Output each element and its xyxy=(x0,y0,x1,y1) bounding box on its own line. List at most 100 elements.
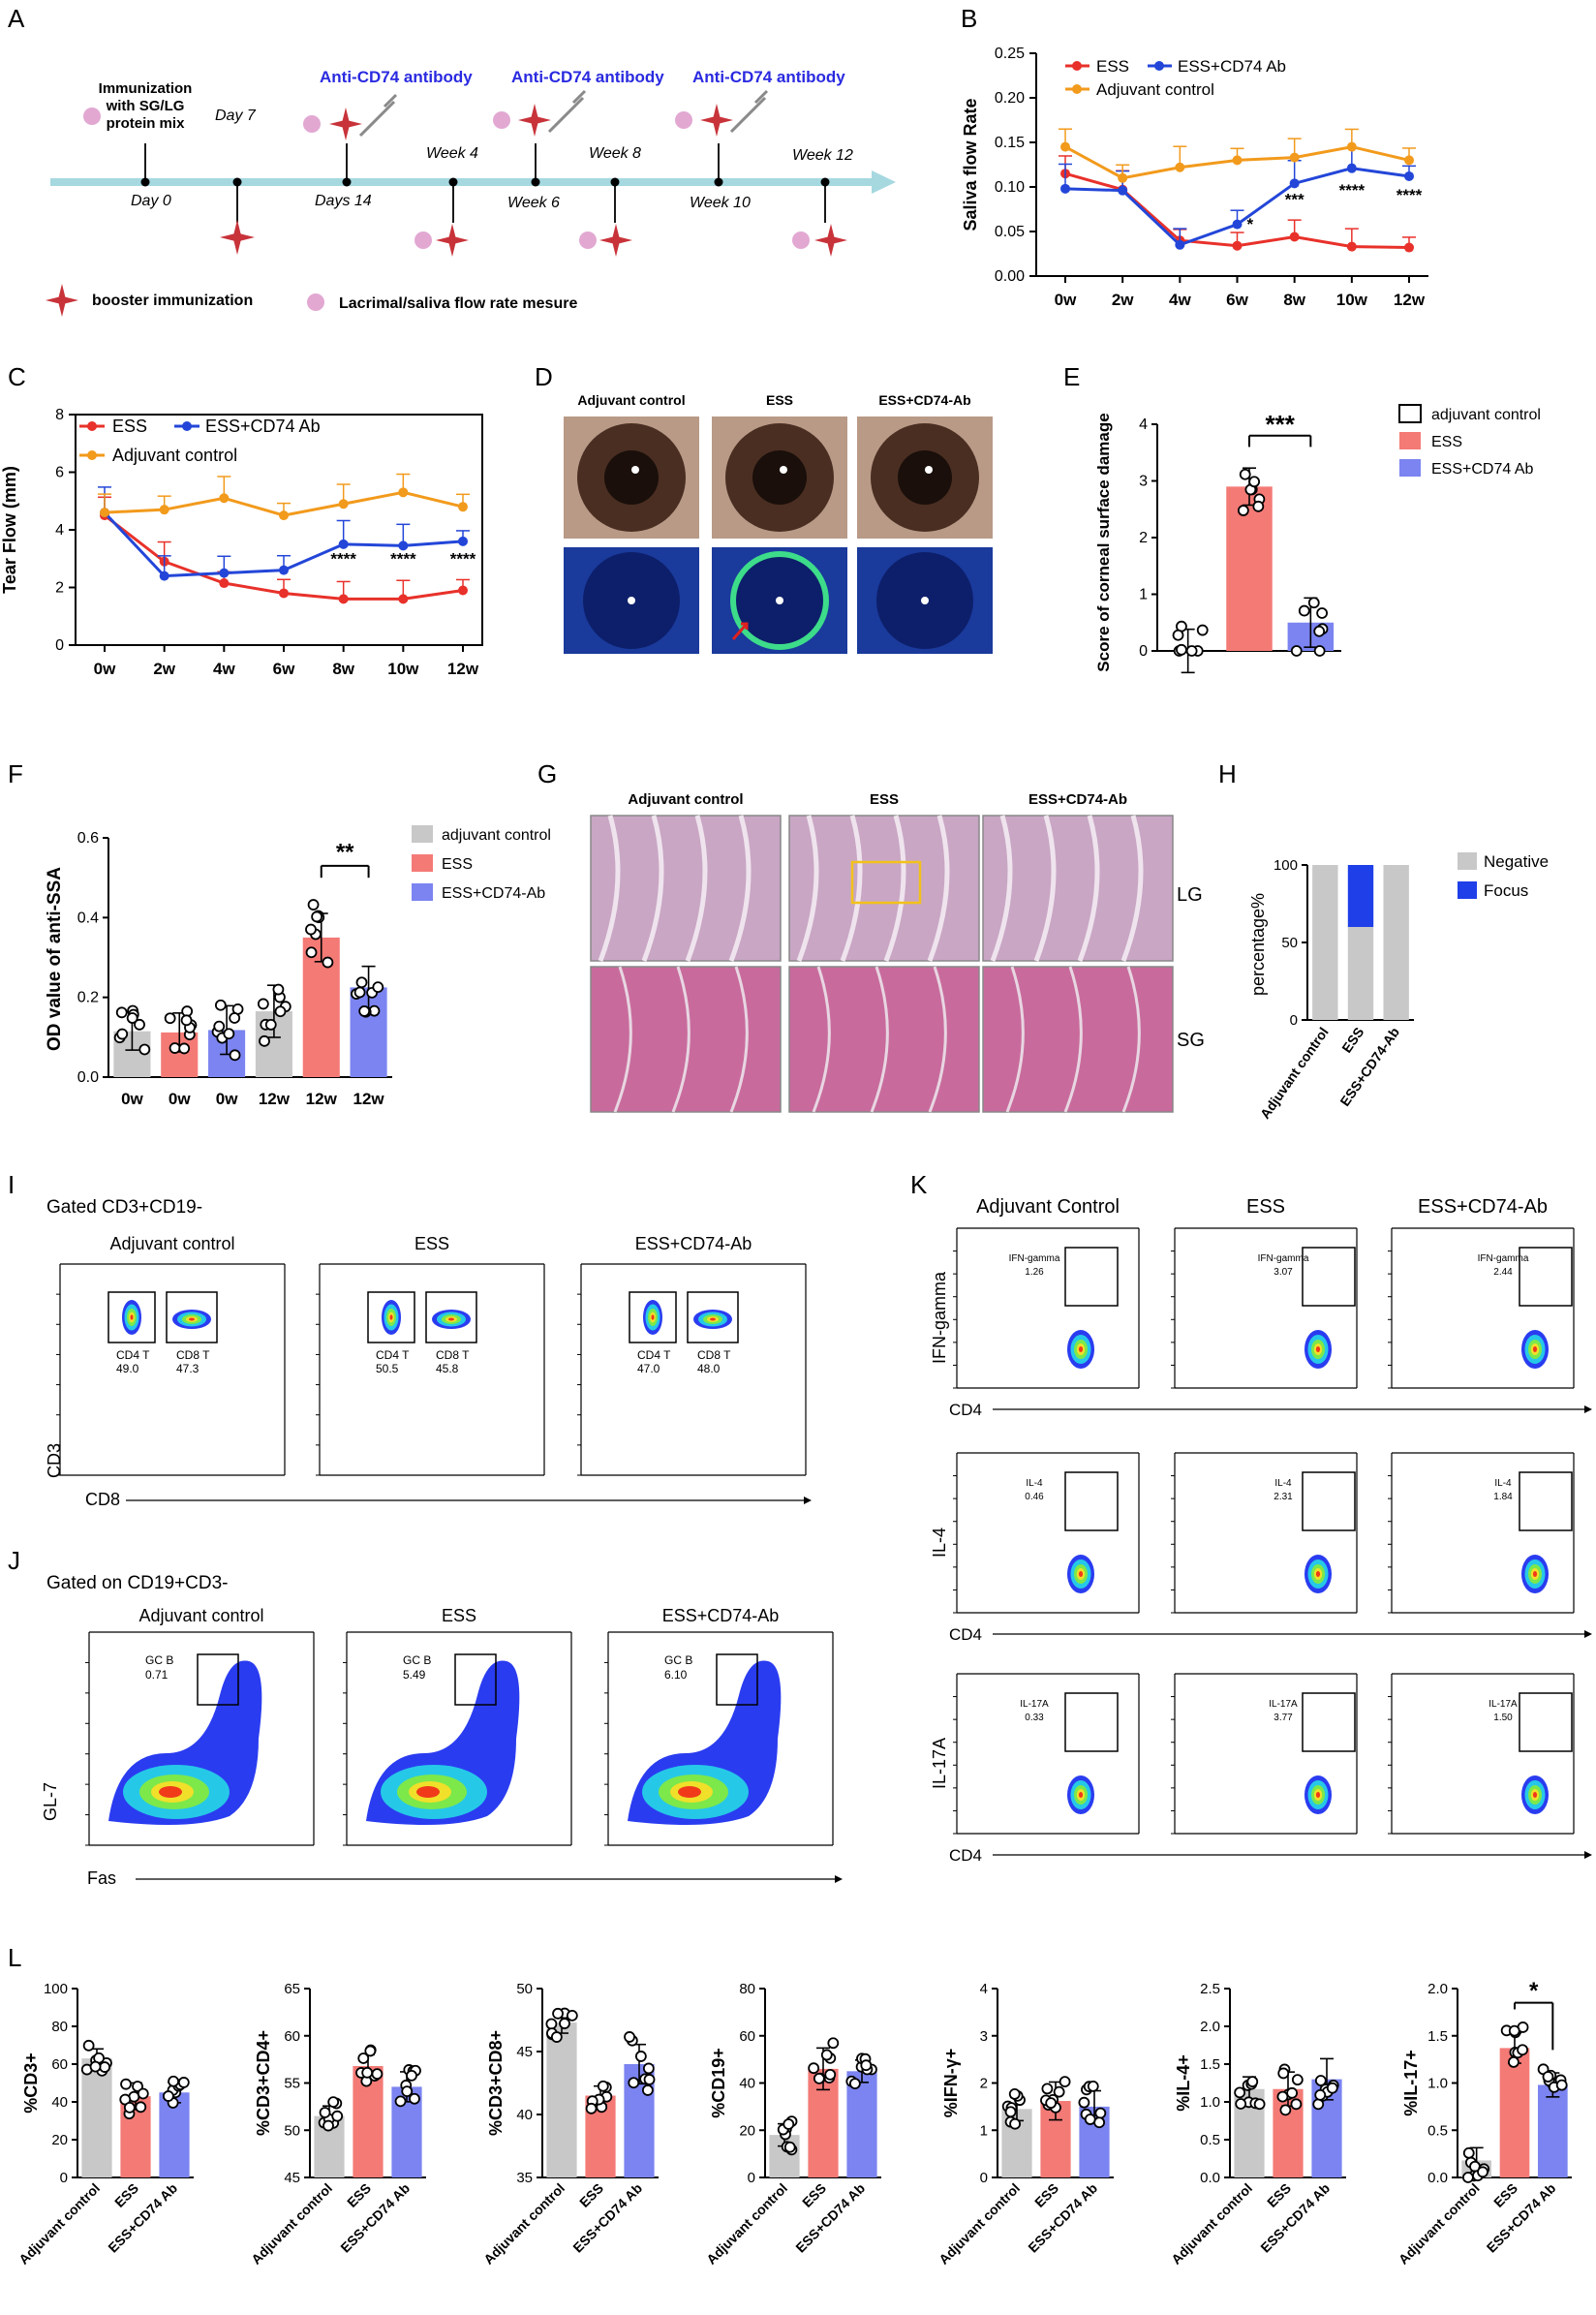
data-point xyxy=(1286,2086,1299,2099)
y-tick-label: 40 xyxy=(516,2107,533,2123)
data-point xyxy=(168,2075,180,2087)
data-point xyxy=(1094,2107,1107,2119)
data-point xyxy=(1232,219,1243,230)
density-blob xyxy=(130,1314,134,1320)
data-point xyxy=(1508,2024,1520,2037)
data-point xyxy=(1316,607,1329,619)
gate-value: 1.50 xyxy=(1493,1713,1513,1723)
panel-letter: J xyxy=(8,1546,20,1575)
density-blob xyxy=(1315,1571,1321,1577)
data-point xyxy=(164,1012,176,1025)
x-tick-label: 0w xyxy=(216,1090,238,1108)
data-point xyxy=(1298,604,1310,617)
histology-sg xyxy=(982,966,1174,1113)
data-point xyxy=(820,2049,833,2061)
syringe-icon xyxy=(358,93,398,138)
data-point xyxy=(257,998,269,1010)
x-tick-label: 4w xyxy=(213,660,235,678)
data-point xyxy=(322,2119,334,2132)
y-tick-label: 1.5 xyxy=(1200,2056,1220,2073)
gate-name: IFN-gamma xyxy=(1478,1253,1529,1264)
bar xyxy=(846,2071,877,2177)
arrow-head xyxy=(835,1875,843,1883)
data-point xyxy=(1232,240,1243,251)
data-point xyxy=(371,2068,384,2081)
panel-letter: C xyxy=(8,362,26,391)
data-point xyxy=(1060,141,1070,152)
data-point xyxy=(783,2118,795,2130)
data-point xyxy=(372,981,384,994)
significance-label: **** xyxy=(390,550,416,569)
y-tick-label: 4 xyxy=(55,522,64,539)
y-tick-label: 2.0 xyxy=(1200,2019,1220,2035)
y-axis-label: CD3 xyxy=(45,1443,64,1478)
density-blob xyxy=(1078,1346,1084,1352)
density-blob xyxy=(710,1317,716,1321)
data-point xyxy=(123,2101,136,2114)
data-point xyxy=(327,2096,340,2109)
x-tick-label: 0w xyxy=(94,660,116,678)
y-tick-label: 80 xyxy=(739,1981,755,1997)
y-tick-label: 1 xyxy=(1139,587,1148,603)
y-axis-label: Score of corneal surface damage xyxy=(1094,413,1113,671)
y-tick-label: 2 xyxy=(1139,530,1148,546)
data-point xyxy=(566,2009,578,2022)
gate-value: 45.8 xyxy=(436,1362,459,1375)
data-point xyxy=(398,594,409,604)
data-point xyxy=(214,999,227,1011)
x-tick-label: 6w xyxy=(273,660,295,678)
significance-label: **** xyxy=(330,550,356,569)
data-point xyxy=(1176,643,1187,656)
significance-label: ** xyxy=(336,840,354,866)
data-point xyxy=(458,536,468,546)
legend-swatch xyxy=(412,883,433,901)
data-point xyxy=(1175,239,1185,250)
x-tick-label: ESS xyxy=(1264,2180,1294,2210)
gate-value: 48.0 xyxy=(697,1362,721,1375)
focus-box xyxy=(850,860,922,905)
data-point xyxy=(1346,241,1357,252)
x-tick-label: 12w xyxy=(306,1090,338,1108)
data-point xyxy=(219,578,230,589)
data-point xyxy=(1008,2088,1021,2100)
data-point xyxy=(1307,597,1320,609)
data-point xyxy=(1289,152,1300,163)
data-point xyxy=(279,588,289,599)
legend-label: Negative xyxy=(1484,852,1549,871)
step-label: Week 8 xyxy=(589,145,641,162)
data-point xyxy=(1239,468,1251,480)
y-tick-label: 0 xyxy=(55,637,64,654)
tissue-septum xyxy=(671,966,691,1113)
data-point xyxy=(1234,2086,1246,2099)
x-axis-label: CD4 xyxy=(949,1625,982,1644)
arrow-head xyxy=(1584,1630,1592,1638)
cytokine-gate xyxy=(1064,1471,1119,1531)
x-tick-label: 12w xyxy=(259,1090,291,1108)
data-point xyxy=(1041,2083,1054,2095)
data-point xyxy=(1290,2098,1303,2111)
y-tick-label: 0.4 xyxy=(77,910,99,926)
tissue-septum xyxy=(812,966,831,1113)
gate-name: GC B xyxy=(403,1653,431,1667)
x-tick-label: 12w xyxy=(353,1090,385,1108)
cytokine-gate xyxy=(1302,1471,1356,1531)
tissue-septum xyxy=(685,815,708,962)
x-tick-label: ESS+CD74 Ab xyxy=(105,2180,180,2256)
data-point xyxy=(1313,645,1326,657)
y-tick-label: 20 xyxy=(739,2122,755,2139)
data-point xyxy=(1279,2104,1292,2116)
data-point xyxy=(364,2045,377,2057)
panel-letter: D xyxy=(535,362,553,391)
x-tick-label: ESS+CD74 Ab xyxy=(792,2180,868,2256)
y-axis-label: GL-7 xyxy=(41,1782,60,1821)
y-tick-label: 0.0 xyxy=(77,1069,99,1086)
group-label: ESS+CD74-Ab xyxy=(1418,1196,1548,1218)
density-blob xyxy=(1315,1792,1321,1798)
group-label: ESS xyxy=(414,1234,449,1253)
data-point xyxy=(1235,2098,1247,2110)
data-point xyxy=(358,1005,371,1017)
legend-swatch xyxy=(1399,459,1421,477)
data-point xyxy=(1313,625,1326,637)
y-tick-label: 60 xyxy=(284,2028,300,2045)
